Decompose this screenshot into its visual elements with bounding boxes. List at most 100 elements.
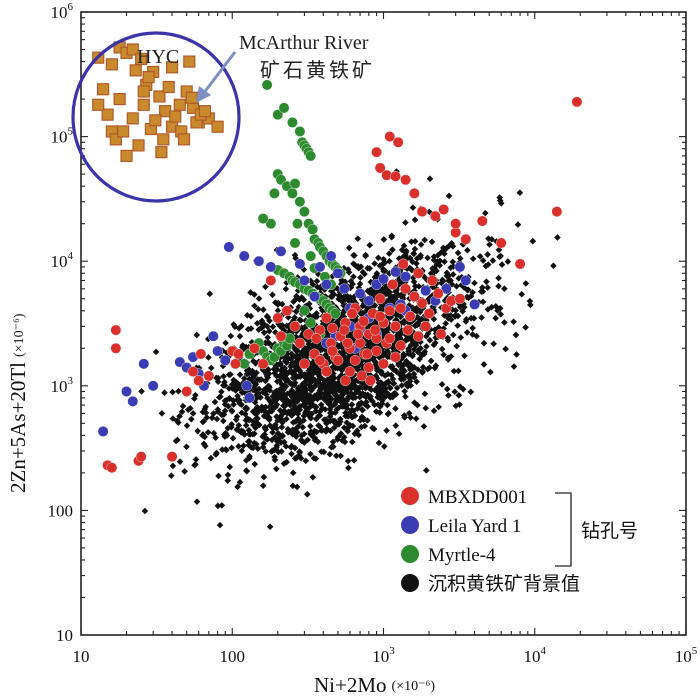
background-point: [347, 284, 355, 291]
background-point: [272, 388, 279, 395]
background-point: [380, 236, 388, 243]
leila-yard-1-point: [294, 258, 306, 270]
background-point: [356, 389, 364, 397]
mbxdd001-point: [361, 348, 373, 360]
background-point: [469, 255, 477, 263]
legend-marker: [401, 545, 419, 563]
background-point: [407, 341, 415, 349]
background-point: [329, 387, 337, 395]
background-point: [518, 290, 526, 298]
background-point: [280, 402, 287, 409]
leila-yard-1-point: [363, 295, 375, 307]
background-point: [269, 425, 277, 432]
background-point: [485, 235, 492, 242]
background-point: [179, 402, 187, 410]
background-point: [372, 408, 380, 415]
myrtle-4-point: [294, 126, 306, 137]
background-point: [398, 279, 405, 286]
mcarthur-arrow-shaft: [201, 51, 237, 95]
mbxdd001-point: [420, 320, 432, 332]
background-point: [262, 339, 270, 347]
background-point: [289, 428, 296, 435]
background-point: [266, 387, 274, 394]
mbxdd001-point: [344, 366, 356, 378]
mbxdd001-point: [514, 258, 526, 270]
background-point: [286, 401, 294, 409]
background-point: [411, 245, 419, 253]
mbxdd001-point: [390, 351, 401, 363]
background-point: [277, 361, 284, 369]
mbxdd001-point: [340, 375, 351, 387]
background-point: [289, 469, 297, 477]
background-point: [529, 237, 537, 245]
background-point: [253, 395, 260, 402]
background-point: [191, 461, 198, 469]
background-point: [438, 279, 445, 287]
background-point: [370, 356, 377, 364]
background-point: [262, 370, 270, 378]
background-point: [526, 297, 534, 305]
mbxdd001-point: [110, 324, 122, 336]
background-point: [218, 411, 226, 419]
leila-yard-1-point: [354, 288, 366, 299]
background-point: [480, 339, 488, 347]
background-point: [290, 352, 298, 360]
myrtle-4-point: [269, 188, 280, 199]
hyc-point: [113, 92, 126, 106]
background-point: [292, 433, 300, 440]
background-point: [173, 417, 181, 425]
background-point: [269, 429, 276, 436]
background-point: [447, 353, 455, 360]
background-point: [308, 368, 316, 376]
background-point: [404, 335, 412, 343]
background-point: [351, 430, 359, 437]
mbxdd001-point: [395, 340, 407, 352]
background-point: [221, 378, 228, 386]
background-point: [310, 375, 317, 383]
background-point: [423, 343, 430, 350]
background-point: [488, 303, 495, 311]
background-point: [169, 415, 177, 422]
background-point: [451, 388, 459, 396]
background-point: [274, 392, 282, 400]
mbxdd001-point: [281, 305, 293, 317]
myrtle-4-point: [329, 308, 341, 319]
background-point: [291, 371, 298, 378]
mbxdd001-point: [363, 362, 375, 373]
background-point: [169, 388, 176, 396]
background-point: [273, 401, 281, 408]
background-point: [392, 422, 400, 429]
leila-yard-1-point: [460, 275, 472, 286]
background-point: [307, 393, 314, 400]
background-point: [482, 262, 490, 270]
mbxdd001-point: [356, 370, 368, 382]
background-point: [419, 363, 427, 371]
myrtle-4-point: [265, 218, 277, 230]
background-point: [280, 393, 287, 401]
hyc-point: [92, 98, 105, 111]
background-point: [251, 439, 258, 447]
background-point: [448, 280, 456, 288]
background-point: [167, 472, 175, 480]
x-tick-label: 100: [220, 647, 246, 666]
background-point: [244, 325, 252, 333]
background-point: [289, 374, 297, 382]
background-point: [258, 403, 266, 411]
background-point: [204, 429, 212, 436]
background-point: [230, 376, 237, 384]
background-point: [337, 366, 345, 373]
background-point: [444, 314, 452, 322]
background-point: [313, 380, 320, 388]
background-point: [322, 346, 329, 354]
background-point: [329, 273, 336, 280]
background-point: [251, 291, 258, 298]
background-point: [295, 303, 303, 311]
background-point: [358, 423, 365, 431]
background-point: [359, 268, 367, 276]
background-point: [301, 374, 309, 381]
background-point: [265, 382, 273, 390]
background-point: [192, 456, 200, 463]
mbxdd001-point: [338, 324, 350, 336]
mbxdd001-point: [460, 233, 472, 245]
background-point: [408, 238, 415, 246]
